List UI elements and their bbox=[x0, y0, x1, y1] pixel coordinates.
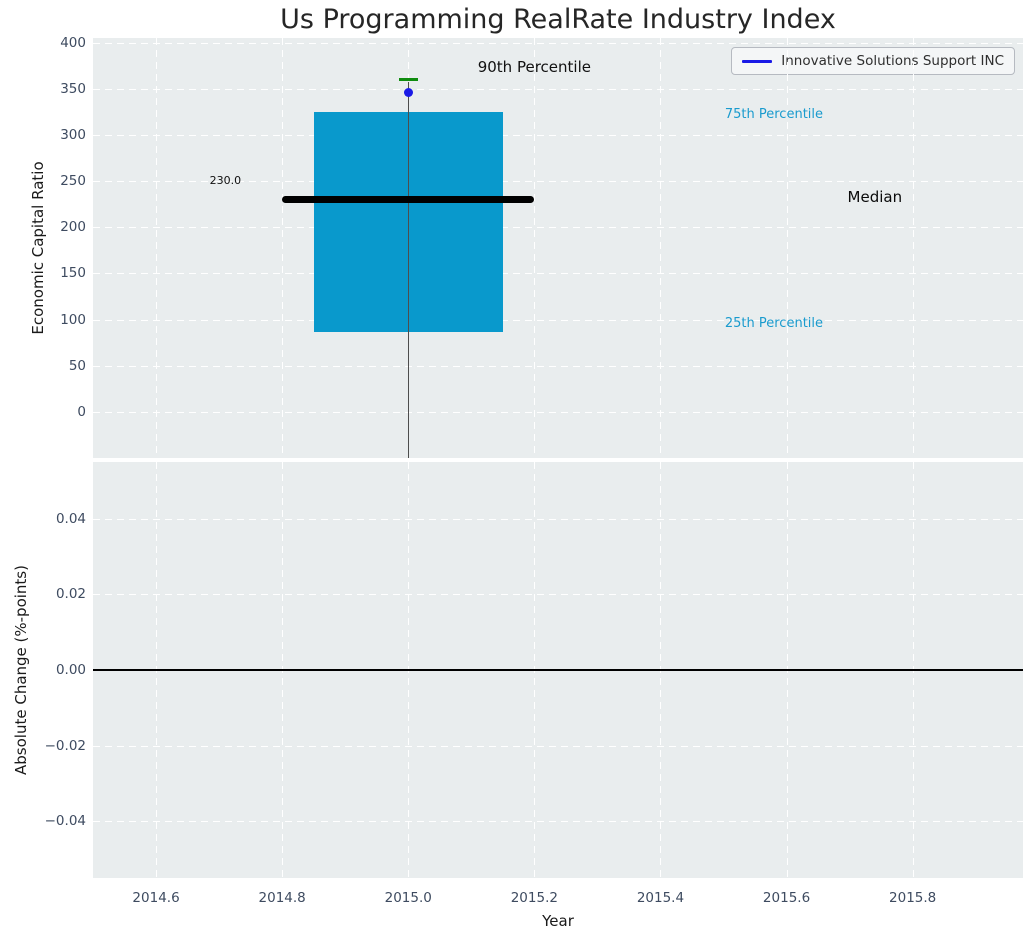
75th-percentile-label: 75th Percentile bbox=[674, 107, 874, 122]
bottom-plot-area bbox=[93, 462, 1023, 878]
top-y-tick-label: 50 bbox=[0, 358, 86, 375]
25th-percentile-label: 25th Percentile bbox=[674, 316, 874, 331]
median-line bbox=[282, 196, 534, 203]
bottom-y-tick-label: −0.04 bbox=[0, 813, 86, 830]
gridline-horizontal bbox=[93, 320, 1023, 321]
gridline-horizontal bbox=[93, 366, 1023, 367]
legend-label: Innovative Solutions Support INC bbox=[781, 53, 1004, 69]
x-tick-label: 2015.8 bbox=[868, 890, 958, 907]
gridline-vertical bbox=[660, 38, 661, 458]
whisker-line bbox=[408, 82, 410, 458]
p90-tick-mark bbox=[399, 78, 418, 81]
top-y-tick-label: 200 bbox=[0, 219, 86, 236]
gridline-horizontal bbox=[93, 135, 1023, 136]
gridline-horizontal bbox=[93, 821, 1023, 822]
x-tick-label: 2015.6 bbox=[742, 890, 832, 907]
gridline-horizontal bbox=[93, 43, 1023, 44]
gridline-vertical bbox=[913, 38, 914, 458]
gridline-horizontal bbox=[93, 227, 1023, 228]
company-point-marker bbox=[404, 88, 413, 97]
median-label: Median bbox=[775, 188, 975, 206]
legend: Innovative Solutions Support INC bbox=[731, 47, 1015, 75]
gridline-horizontal bbox=[93, 594, 1023, 595]
top-y-tick-label: 250 bbox=[0, 173, 86, 190]
top-plot-area: Innovative Solutions Support INC 230.0 90… bbox=[93, 38, 1023, 458]
top-y-tick-label: 350 bbox=[0, 81, 86, 98]
top-y-tick-label: 150 bbox=[0, 265, 86, 282]
x-tick-label: 2014.8 bbox=[237, 890, 327, 907]
gridline-horizontal bbox=[93, 519, 1023, 520]
x-tick-label: 2015.4 bbox=[615, 890, 705, 907]
bottom-y-tick-label: 0.00 bbox=[0, 662, 86, 679]
top-y-tick-label: 400 bbox=[0, 35, 86, 52]
x-tick-label: 2014.6 bbox=[111, 890, 201, 907]
median-value-label: 230.0 bbox=[125, 174, 325, 187]
gridline-horizontal bbox=[93, 412, 1023, 413]
gridline-horizontal bbox=[93, 89, 1023, 90]
top-y-tick-label: 300 bbox=[0, 127, 86, 144]
bottom-y-tick-label: 0.02 bbox=[0, 586, 86, 603]
gridline-horizontal bbox=[93, 746, 1023, 747]
gridline-vertical bbox=[787, 38, 788, 458]
top-y-tick-label: 0 bbox=[0, 404, 86, 421]
90th-percentile-label: 90th Percentile bbox=[434, 58, 634, 76]
x-tick-label: 2015.0 bbox=[363, 890, 453, 907]
chart-title: Us Programming RealRate Industry Index bbox=[93, 4, 1023, 35]
x-axis-label: Year bbox=[542, 912, 574, 930]
top-y-tick-label: 100 bbox=[0, 312, 86, 329]
bottom-y-tick-label: 0.04 bbox=[0, 511, 86, 528]
x-tick-label: 2015.2 bbox=[489, 890, 579, 907]
bottom-y-tick-label: −0.02 bbox=[0, 738, 86, 755]
gridline-vertical bbox=[282, 38, 283, 458]
gridline-vertical bbox=[534, 38, 535, 458]
zero-line bbox=[93, 669, 1023, 671]
gridline-horizontal bbox=[93, 273, 1023, 274]
legend-line-sample bbox=[742, 60, 772, 63]
gridline-vertical bbox=[156, 38, 157, 458]
chart-figure: Us Programming RealRate Industry Index I… bbox=[0, 0, 1034, 942]
